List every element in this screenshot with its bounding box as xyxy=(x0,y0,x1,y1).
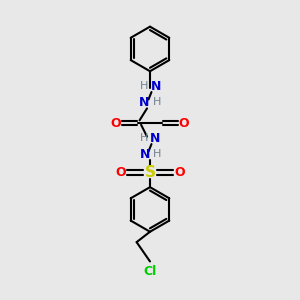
Text: N: N xyxy=(140,148,150,161)
Text: N: N xyxy=(139,96,149,109)
Text: H: H xyxy=(153,149,162,160)
Text: S: S xyxy=(145,165,155,180)
Text: O: O xyxy=(115,166,126,179)
Text: O: O xyxy=(110,117,121,130)
Text: Cl: Cl xyxy=(143,265,157,278)
Text: N: N xyxy=(150,132,161,145)
Text: O: O xyxy=(179,117,190,130)
Text: H: H xyxy=(140,133,148,143)
Text: H: H xyxy=(153,98,162,107)
Text: H: H xyxy=(140,81,148,91)
Text: O: O xyxy=(174,166,185,179)
Text: N: N xyxy=(151,80,161,93)
